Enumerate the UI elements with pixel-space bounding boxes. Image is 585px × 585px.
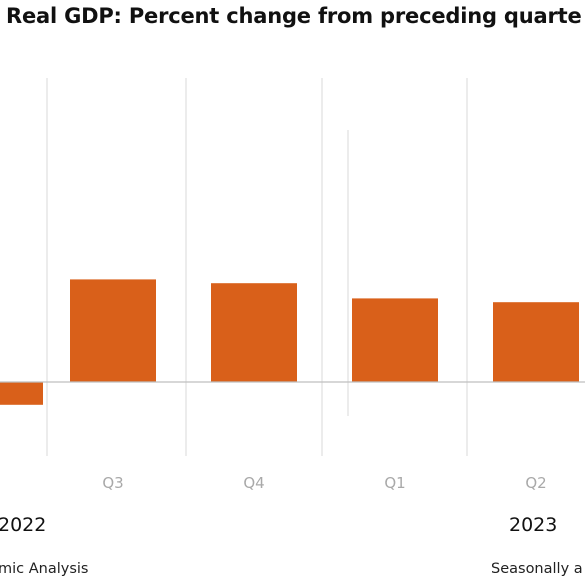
source-note: mic Analysis <box>0 561 89 577</box>
chart-title: Real GDP: Percent change from preceding … <box>6 4 582 28</box>
year-label-2022: 2022 <box>0 514 47 536</box>
bar-2023-q1[interactable] <box>352 298 438 382</box>
category-label-2022-q4: Q4 <box>243 474 264 492</box>
category-label-2023-q1: Q1 <box>384 474 405 492</box>
bar-2022-q4[interactable] <box>211 283 297 382</box>
bar-2022-q3[interactable] <box>70 279 156 382</box>
seasonal-adjustment-note: Seasonally a <box>491 561 583 577</box>
year-label-2023: 2023 <box>509 514 558 536</box>
bar-2022-q2[interactable] <box>0 382 43 405</box>
category-label-2022-q3: Q3 <box>102 474 123 492</box>
bar-2023-q2[interactable] <box>493 302 579 382</box>
category-label-2023-q2: Q2 <box>525 474 546 492</box>
